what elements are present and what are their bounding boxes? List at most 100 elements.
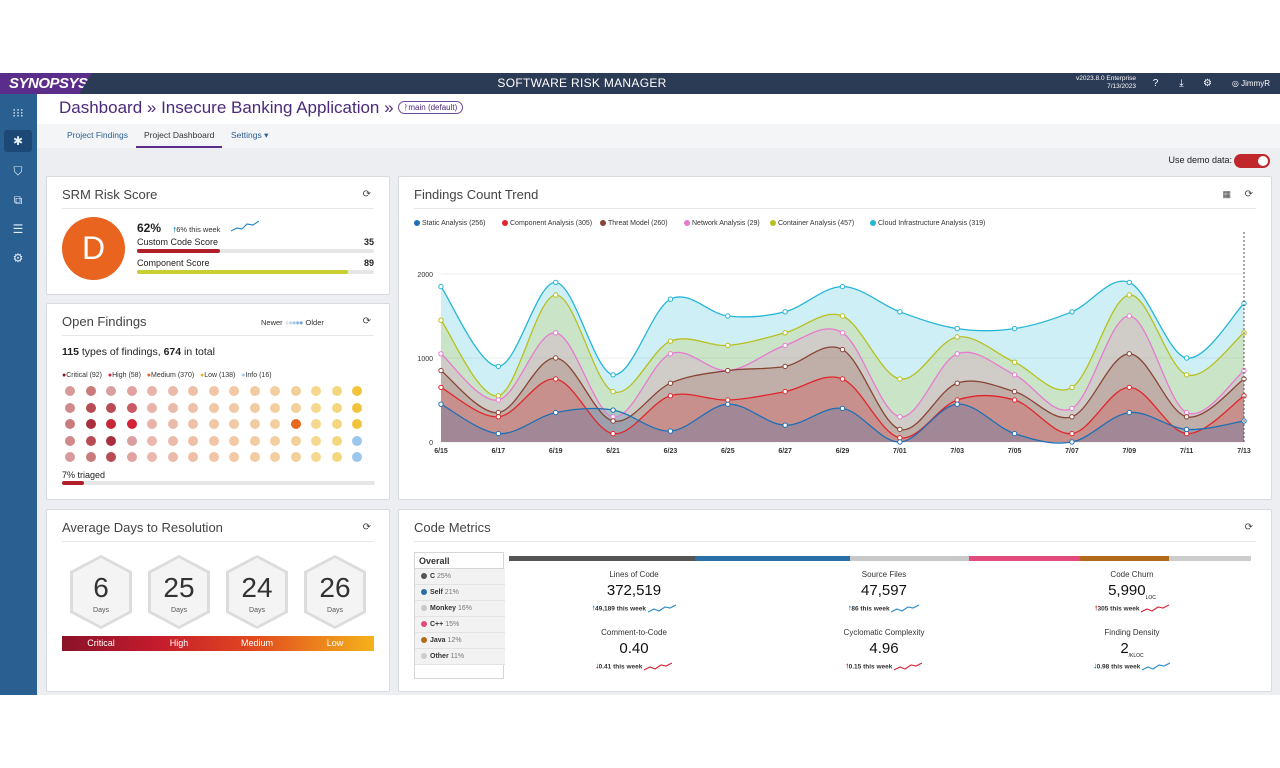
data-point[interactable] — [1183, 414, 1190, 420]
finding-dot[interactable] — [126, 452, 137, 462]
data-point[interactable] — [438, 317, 444, 323]
data-point[interactable] — [1126, 384, 1132, 391]
data-point[interactable] — [1126, 409, 1132, 416]
data-point[interactable] — [495, 430, 502, 437]
finding-dot[interactable] — [147, 402, 157, 413]
data-point[interactable] — [495, 397, 502, 403]
data-point[interactable] — [897, 439, 903, 445]
data-point[interactable] — [782, 422, 788, 428]
data-point[interactable] — [438, 367, 444, 374]
finding-dot[interactable] — [352, 419, 362, 429]
synopsys-logo[interactable]: SYNOPSYS — [0, 73, 92, 94]
legend-medium[interactable]: ●Medium (370) — [147, 372, 194, 379]
finding-dot[interactable] — [167, 419, 178, 429]
settings-gear-icon[interactable]: ⚙ — [1203, 78, 1212, 89]
data-point[interactable] — [610, 388, 616, 395]
breadcrumb-text[interactable]: Dashboard » Insecure Banking Application… — [59, 98, 394, 117]
demo-data-toggle[interactable] — [1234, 153, 1270, 168]
apps-grid-icon[interactable]: ⁝⁝⁝ — [12, 106, 24, 120]
finding-dot[interactable] — [167, 386, 178, 396]
data-point[interactable] — [954, 380, 960, 386]
data-point[interactable] — [897, 309, 903, 315]
finding-dot[interactable] — [126, 402, 137, 413]
finding-dot[interactable] — [331, 402, 342, 413]
finding-dot[interactable] — [311, 419, 321, 429]
finding-dot[interactable] — [106, 386, 116, 396]
data-point[interactable] — [1183, 426, 1190, 433]
data-point[interactable] — [438, 283, 444, 290]
data-point[interactable] — [782, 330, 788, 336]
finding-dot[interactable] — [147, 419, 157, 429]
finding-dot[interactable] — [290, 419, 301, 429]
legend-item[interactable]: Component Analysis (305) — [502, 220, 592, 227]
data-point[interactable] — [495, 363, 502, 370]
data-point[interactable] — [553, 279, 559, 286]
finding-dot[interactable] — [270, 452, 280, 462]
finding-dot[interactable] — [147, 386, 157, 396]
data-point[interactable] — [610, 407, 616, 413]
data-point[interactable] — [438, 384, 444, 391]
legend-high[interactable]: ●High (58) — [108, 372, 141, 379]
branch-badge[interactable]: ᚹmain (default) — [397, 101, 464, 114]
finding-dot[interactable] — [331, 419, 342, 429]
finding-dot[interactable] — [290, 452, 301, 462]
finding-dot[interactable] — [65, 386, 75, 396]
finding-dot[interactable] — [270, 419, 280, 429]
refresh-icon[interactable]: ⟳ — [1244, 522, 1253, 533]
user-menu[interactable]: ◎ JimmyR — [1232, 73, 1270, 94]
data-point[interactable] — [438, 401, 444, 407]
data-point[interactable] — [1011, 430, 1018, 437]
data-point[interactable] — [610, 372, 616, 378]
data-point[interactable] — [1183, 372, 1190, 378]
data-point[interactable] — [782, 388, 788, 395]
legend-critical[interactable]: ●Critical (92) — [62, 372, 102, 379]
finding-dot[interactable] — [249, 386, 260, 396]
overall-tab[interactable]: Overall — [415, 553, 503, 569]
data-point[interactable] — [553, 355, 559, 361]
data-point[interactable] — [954, 401, 960, 407]
data-point[interactable] — [1011, 372, 1018, 378]
data-point[interactable] — [725, 313, 731, 319]
server-icon[interactable]: ☰ — [12, 222, 24, 236]
help-icon[interactable]: ? — [1152, 78, 1159, 89]
data-point[interactable] — [782, 309, 788, 315]
finding-dot[interactable] — [270, 402, 280, 413]
finding-dot[interactable] — [249, 452, 260, 462]
data-point[interactable] — [553, 292, 559, 298]
refresh-icon[interactable]: ⟳ — [362, 189, 371, 200]
finding-dot[interactable] — [167, 402, 178, 413]
refresh-icon[interactable]: ⟳ — [1244, 189, 1253, 200]
finding-dot[interactable] — [208, 402, 219, 413]
finding-dot[interactable] — [85, 435, 96, 446]
finding-dot[interactable] — [106, 435, 116, 446]
data-point[interactable] — [667, 393, 674, 399]
integrations-icon[interactable]: ⧉ — [13, 193, 23, 207]
data-point[interactable] — [667, 338, 674, 344]
finding-dot[interactable] — [270, 435, 280, 446]
data-point[interactable] — [1011, 397, 1018, 403]
finding-dot[interactable] — [65, 419, 75, 429]
finding-dot[interactable] — [106, 402, 116, 413]
finding-dot[interactable] — [249, 419, 260, 429]
finding-dot[interactable] — [290, 435, 301, 446]
data-point[interactable] — [782, 363, 788, 370]
data-point[interactable] — [1011, 359, 1018, 365]
download-icon[interactable]: ⤓ — [1179, 78, 1184, 89]
refresh-icon[interactable]: ⟳ — [362, 522, 371, 533]
finding-dot[interactable] — [188, 452, 198, 462]
data-point[interactable] — [610, 418, 616, 424]
finding-dot[interactable] — [331, 452, 342, 462]
data-point[interactable] — [897, 376, 903, 382]
data-point[interactable] — [839, 376, 846, 382]
data-point[interactable] — [495, 414, 502, 420]
bug-icon[interactable]: ✱ — [4, 130, 32, 152]
finding-dot[interactable] — [229, 419, 239, 429]
finding-dot[interactable] — [352, 402, 362, 413]
data-point[interactable] — [725, 367, 731, 374]
language-item[interactable]: Monkey 16% — [415, 601, 505, 617]
finding-dot[interactable] — [270, 386, 280, 396]
data-point[interactable] — [954, 325, 960, 332]
finding-dot[interactable] — [106, 419, 116, 429]
finding-dot[interactable] — [188, 402, 198, 413]
finding-dot[interactable] — [352, 386, 362, 396]
